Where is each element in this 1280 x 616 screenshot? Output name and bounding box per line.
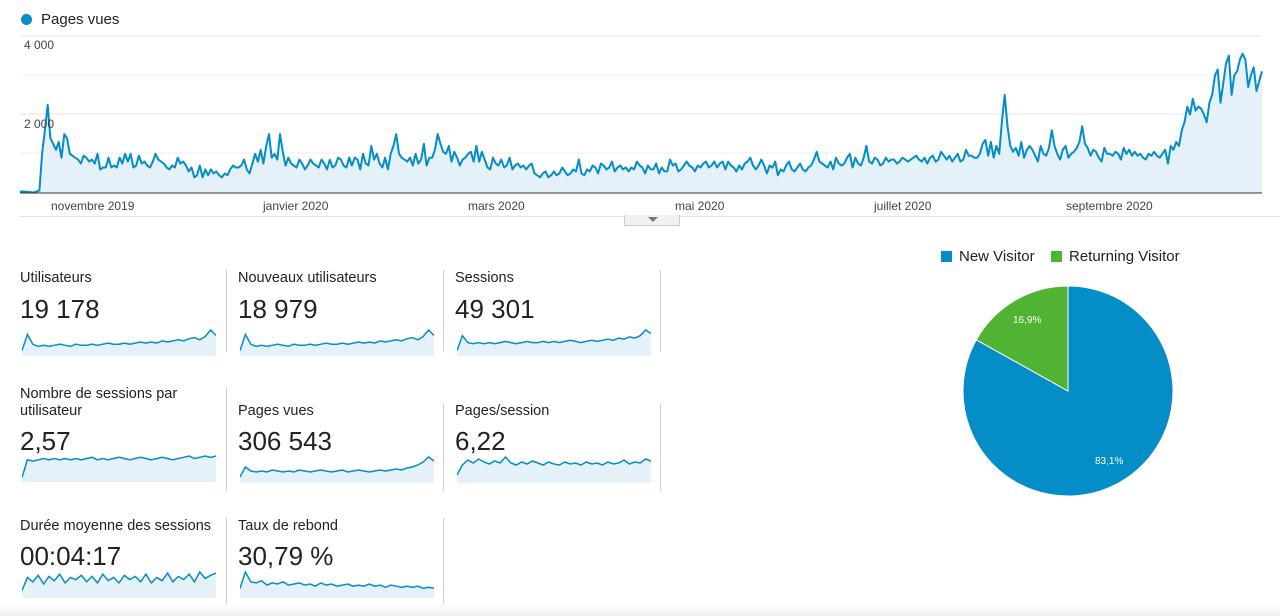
metric-divider <box>226 387 227 491</box>
legend-label: Returning Visitor <box>1069 248 1180 265</box>
metric-label: Durée moyenne des sessions <box>20 518 212 534</box>
sparkline-line <box>22 328 216 351</box>
legend-label-pages-vues[interactable]: Pages vues <box>41 11 120 28</box>
metric-nouveaux-utilisateurs[interactable]: Nouveaux utilisateurs 18 979 <box>238 270 438 360</box>
metric-sparkline <box>457 455 651 483</box>
sparkline-line <box>22 570 216 591</box>
metric-divider <box>226 518 227 606</box>
metric-value: 30,79 % <box>238 541 334 571</box>
sparkline-line <box>457 455 651 476</box>
metric-value: 49 301 <box>455 294 535 324</box>
sparkline-area <box>240 457 434 483</box>
metric-pages-session[interactable]: Pages/session 6,22 <box>455 403 655 493</box>
metric-sparkline <box>240 328 434 356</box>
sparkline-line <box>240 570 434 590</box>
collapse-chart-button[interactable] <box>624 215 680 226</box>
metric-value: 6,22 <box>455 426 506 456</box>
metric-sparkline <box>22 455 216 482</box>
sparkline-line <box>240 328 434 351</box>
pages-vues-area <box>20 53 1262 194</box>
metric-label: Pages vues <box>238 403 314 419</box>
metric-sparkline <box>22 570 216 598</box>
metric-divider <box>226 270 227 352</box>
metric-sessions-par-utilisateur[interactable]: Nombre de sessions par utilisateur 2,57 <box>20 386 220 482</box>
metric-sparkline <box>457 329 651 356</box>
x-tick-janvier-2020: janvier 2020 <box>263 199 329 213</box>
metric-divider <box>443 403 444 491</box>
sparkline-area <box>240 572 434 598</box>
metric-utilisateurs[interactable]: Utilisateurs 19 178 <box>20 270 220 360</box>
metric-pages-vues[interactable]: Pages vues 306 543 <box>238 403 438 493</box>
metric-value: 18 979 <box>238 294 318 324</box>
metric-divider <box>660 270 661 352</box>
metric-sessions[interactable]: Sessions 49 301 <box>455 270 655 360</box>
sparkline-area <box>22 456 216 482</box>
sparkline-area <box>240 330 434 356</box>
metric-label: Sessions <box>455 270 514 286</box>
pages-vues-area-chart[interactable] <box>0 0 1280 230</box>
x-tick-septembre-2020: septembre 2020 <box>1066 199 1153 213</box>
metric-value: 00:04:17 <box>20 541 122 571</box>
sparkline-line <box>22 455 216 478</box>
pie-legend-new-visitor[interactable]: New Visitor <box>941 248 1035 265</box>
metric-label: Pages/session <box>455 403 550 419</box>
legend-swatch <box>941 251 952 262</box>
chevron-down-icon <box>648 217 658 222</box>
sparkline-area <box>457 457 651 483</box>
visitor-type-pie-chart[interactable] <box>960 283 1176 499</box>
metric-sparkline <box>240 456 434 483</box>
metric-value: 2,57 <box>20 426 71 456</box>
metric-sparkline <box>22 328 216 356</box>
legend-swatch <box>1051 251 1062 262</box>
pages-vues-line <box>19 52 1263 194</box>
sparkline-area <box>22 330 216 356</box>
sparkline-area <box>457 330 651 356</box>
x-tick-mars-2020: mars 2020 <box>468 199 525 213</box>
pie-label-returning-visitor: 16,9% <box>1013 315 1042 326</box>
sparkline-line <box>457 329 651 351</box>
x-tick-juillet-2020: juillet 2020 <box>874 199 932 213</box>
metric-value: 19 178 <box>20 294 100 324</box>
x-tick-mai-2020: mai 2020 <box>675 199 725 213</box>
metric-duree-moyenne-sessions[interactable]: Durée moyenne des sessions 00:04:17 <box>20 518 220 608</box>
y-tick-2000: 2 000 <box>24 117 55 131</box>
metric-divider <box>443 270 444 352</box>
metric-label: Nouveaux utilisateurs <box>238 270 377 286</box>
y-tick-4000: 4 000 <box>24 38 55 52</box>
metric-sparkline <box>240 570 434 598</box>
pie-slice-returning-visitor[interactable] <box>975 285 1069 392</box>
bottom-edge <box>0 604 1280 616</box>
x-tick-novembre-2019: novembre 2019 <box>51 199 135 213</box>
sparkline-line <box>240 456 434 478</box>
pie-label-new-visitor: 83,1% <box>1095 456 1124 467</box>
metric-value: 306 543 <box>238 426 332 456</box>
pie-legend-returning-visitor[interactable]: Returning Visitor <box>1051 248 1180 265</box>
metric-label: Utilisateurs <box>20 270 92 286</box>
metric-divider <box>443 518 444 606</box>
legend-label: New Visitor <box>959 248 1035 265</box>
metric-taux-de-rebond[interactable]: Taux de rebond 30,79 % <box>238 518 438 608</box>
metric-divider <box>660 403 661 491</box>
metric-label: Nombre de sessions par utilisateur <box>20 386 178 419</box>
legend-dot-pages-vues[interactable] <box>21 14 32 25</box>
metric-label: Taux de rebond <box>238 518 338 534</box>
